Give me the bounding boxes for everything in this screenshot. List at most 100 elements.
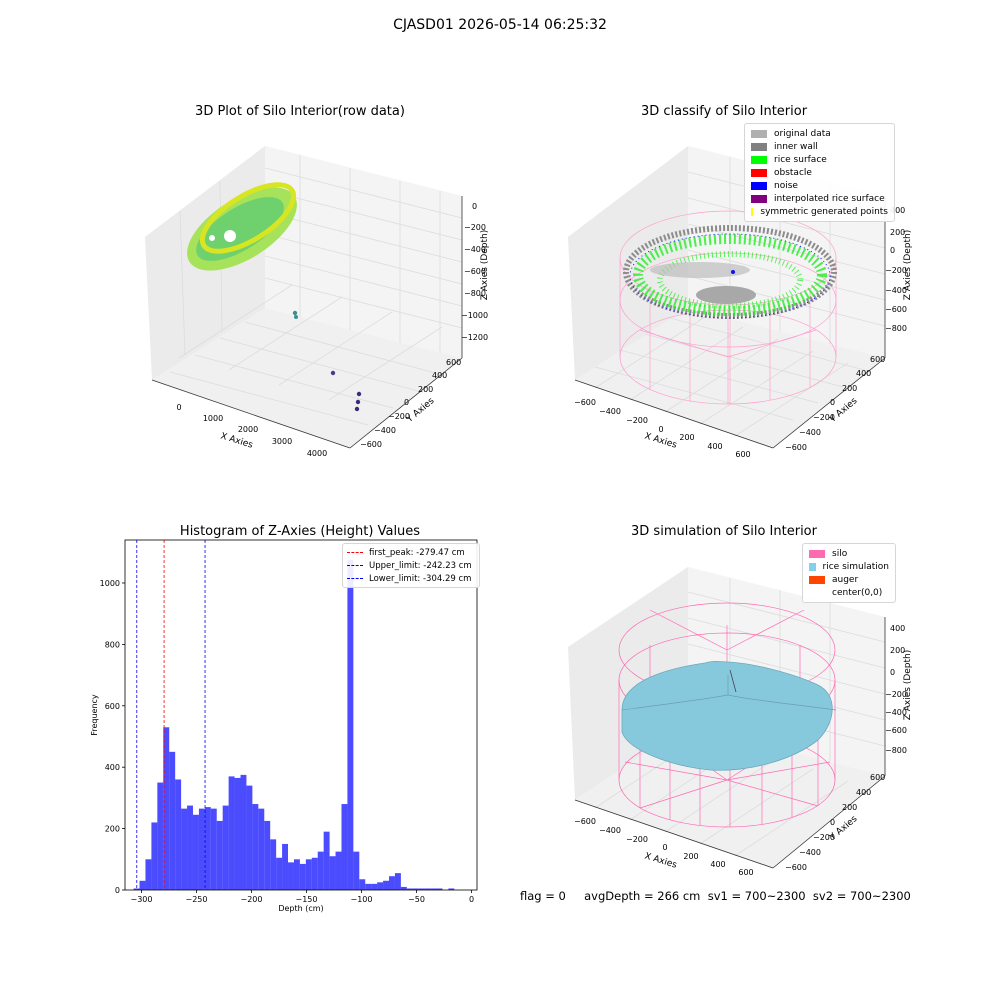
raw-floor-pane — [152, 308, 462, 448]
classify-3d-plot[interactable]: −600 −400 −200 0 200 400 600 X Axies 600… — [500, 0, 1000, 500]
legend-item: obstacle — [751, 166, 888, 179]
histogram-bar — [246, 785, 253, 890]
histogram-bar — [311, 857, 318, 890]
histogram-legend: first_peak: -279.47 cm Upper_limit: -242… — [342, 543, 480, 588]
histogram-bar — [317, 851, 324, 890]
raw-yticks: 600 400 200 0 −200 −400 −600 — [360, 358, 461, 449]
simulation-xlabel: X Axies — [643, 851, 678, 870]
simulation-ytick-label: 0 — [830, 818, 835, 827]
classify-ytick-label: 600 — [870, 355, 885, 364]
classify-ztick-label: 400 — [890, 206, 905, 215]
raw-zticks: 0 −200 −400 −600 −800 −1000 −1200 — [461, 202, 488, 342]
legend-item: symmetric generated points — [751, 205, 888, 218]
simulation-zlabel: Z Axies (Depth) — [903, 650, 913, 721]
simulation-ztick-label: −800 — [885, 746, 907, 755]
legend-swatch — [751, 155, 767, 164]
simulation-3d-plot[interactable]: −600 −400 −200 0 200 400 600 X Axies 600… — [500, 500, 1000, 880]
histogram-chart[interactable]: −300 −250 −200 −150 −100 −50 0 0 200 400 600 800 10… — [0, 500, 500, 940]
histogram-bar — [276, 857, 283, 890]
histogram-bar — [270, 839, 277, 890]
legend-item: Lower_limit: -304.29 cm — [347, 572, 475, 585]
histogram-bar — [347, 559, 354, 890]
simulation-ytick-label: 600 — [870, 773, 885, 782]
classify-ytick-label: 400 — [856, 369, 871, 378]
classify-rice-surface — [633, 234, 827, 316]
histogram-bar — [157, 782, 164, 890]
histogram-bar — [359, 879, 366, 890]
raw-ztick-label: −400 — [464, 245, 486, 254]
raw-outlier — [294, 315, 298, 319]
raw-outlier — [354, 406, 360, 412]
raw-xtick-label: 3000 — [272, 437, 292, 446]
histogram-bar — [210, 808, 217, 890]
simulation-ytick-label: −200 — [813, 833, 835, 842]
histogram-bar — [198, 808, 205, 890]
histogram-bar — [192, 814, 199, 890]
raw-rice-center — [196, 197, 284, 261]
simulation-xtick-label: 0 — [662, 843, 667, 852]
histogram-xtick-label: −250 — [186, 895, 208, 904]
raw-xtick-label: 0 — [176, 403, 181, 412]
legend-label: Lower_limit: -304.29 cm — [369, 573, 472, 584]
histogram-vlines — [136, 540, 206, 890]
simulation-ytick-label: 400 — [856, 788, 871, 797]
classify-legend: original data inner wall rice surface ob… — [744, 123, 895, 222]
histogram-bar — [365, 883, 372, 890]
raw-outlier — [356, 391, 362, 397]
histogram-bar — [436, 888, 443, 890]
status-footer: flag = 0 avgDepth = 266 cm sv1 = 700~230… — [520, 889, 911, 903]
histogram-bar — [222, 805, 229, 890]
legend-label: rice surface — [774, 154, 827, 165]
histogram-bar — [394, 873, 401, 890]
classify-plot-title: 3D classify of Silo Interior — [640, 104, 808, 119]
legend-swatch — [809, 562, 816, 571]
simulation-xtick-label: −400 — [599, 826, 621, 835]
simulation-xtick-label: 200 — [683, 852, 698, 861]
classify-original-cluster — [696, 286, 756, 304]
histogram-bar — [228, 776, 235, 890]
histogram-bar — [139, 880, 146, 890]
legend-label: rice simulation — [822, 561, 889, 572]
classify-ytick-label: 0 — [830, 398, 835, 407]
legend-swatch — [809, 575, 825, 584]
raw-xtick-label: 4000 — [307, 449, 327, 458]
classify-noise — [629, 233, 831, 319]
classify-xtick-label: −600 — [574, 398, 596, 407]
histogram-ytick-label: 200 — [105, 825, 120, 834]
classify-ytick-label: −400 — [799, 428, 821, 437]
raw-xticks: 0 1000 2000 3000 4000 — [176, 403, 327, 458]
histogram-bar — [133, 888, 140, 890]
histogram-bar — [406, 888, 413, 890]
histogram-ytick-label: 0 — [115, 886, 120, 895]
simulation-plot-title: 3D simulation of Silo Interior — [631, 524, 817, 539]
legend-label: center(0,0) — [832, 587, 883, 598]
raw-point-gap-2 — [209, 235, 215, 241]
raw-3d-plot[interactable]: 0 1000 2000 3000 4000 X Axies 600 400 20… — [0, 0, 500, 500]
raw-plot-title: 3D Plot of Silo Interior(row data) — [195, 104, 405, 119]
histogram-bar — [288, 862, 294, 890]
legend-label: inner wall — [774, 141, 818, 152]
figure-title: CJASD01 2026-05-14 06:25:32 — [393, 17, 607, 33]
legend-swatch — [751, 181, 767, 190]
raw-ztick-label: −1200 — [461, 333, 488, 342]
legend-item: Upper_limit: -242.23 cm — [347, 559, 475, 572]
histogram-bar — [181, 808, 188, 890]
classify-silo-wire — [619, 210, 837, 405]
histogram-bar — [329, 856, 336, 890]
histogram-bar — [412, 888, 419, 890]
legend-item: original data — [751, 127, 888, 140]
legend-label: Upper_limit: -242.23 cm — [369, 560, 472, 571]
classify-xlabel: X Axies — [643, 431, 678, 450]
raw-xlabel: X Axies — [219, 431, 254, 450]
classify-ztick-label: −800 — [885, 324, 907, 333]
legend-item: silo — [809, 547, 889, 560]
simulation-xtick-label: −200 — [626, 835, 648, 844]
simulation-ytick-label: −600 — [785, 863, 807, 872]
classify-ztick-label: −400 — [885, 286, 907, 295]
legend-swatch — [347, 552, 363, 553]
histogram-bar — [377, 882, 384, 890]
histogram-bar — [353, 851, 360, 890]
legend-item: rice surface — [751, 153, 888, 166]
classify-zlabel: Z Axies (Depth) — [903, 230, 913, 301]
histogram-ylabel: Frequency — [90, 694, 99, 736]
